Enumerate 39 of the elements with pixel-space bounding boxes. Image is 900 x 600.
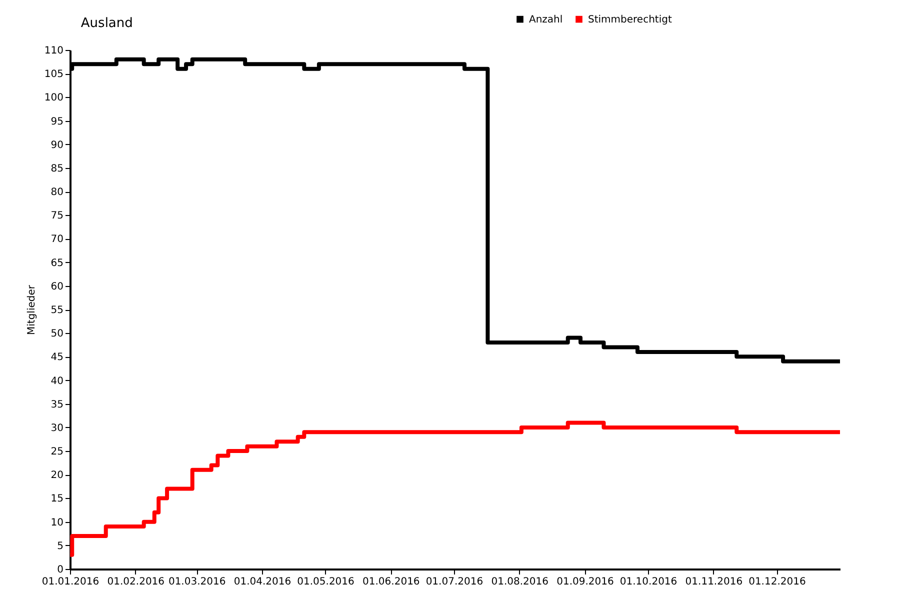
y-tick-label: 105 xyxy=(44,69,64,80)
y-tick-label: 10 xyxy=(50,517,64,528)
y-tick-label: 0 xyxy=(57,564,64,576)
y-tick-label: 20 xyxy=(50,470,64,482)
y-tick-label: 85 xyxy=(50,163,64,174)
y-tick-label: 60 xyxy=(50,281,64,292)
legend-label: Stimmberechtigt xyxy=(588,14,672,26)
x-tick-label: 01.09.2016 xyxy=(556,576,614,588)
x-tick-label: 01.12.2016 xyxy=(748,576,806,588)
legend-label: Anzahl xyxy=(529,14,563,26)
y-tick-label: 70 xyxy=(50,234,64,246)
chart-title: Ausland xyxy=(80,16,133,31)
y-tick-label: 110 xyxy=(44,46,64,56)
y-tick-label: 100 xyxy=(44,92,64,104)
y-tick-label: 65 xyxy=(50,258,64,269)
y-tick-label: 30 xyxy=(50,422,64,434)
x-tick-label: 01.03.2016 xyxy=(168,576,226,588)
y-tick-label: 45 xyxy=(50,352,64,364)
y-tick-label: 25 xyxy=(50,446,64,458)
y-tick-label: 80 xyxy=(50,187,64,198)
y-tick-label: 90 xyxy=(50,140,64,151)
x-tick-label: 01.11.2016 xyxy=(685,576,743,588)
y-tick-label: 95 xyxy=(50,116,64,128)
y-tick-label: 40 xyxy=(50,376,64,387)
y-tick-label: 50 xyxy=(50,328,64,340)
x-tick-label: 01.05.2016 xyxy=(297,576,354,588)
y-tick-label: 75 xyxy=(50,210,64,222)
x-tick-label: 01.07.2016 xyxy=(426,576,484,588)
y-tick-label: 15 xyxy=(50,494,64,505)
x-tick-label: 01.02.2016 xyxy=(107,576,165,588)
x-tick-label: 01.01.2016 xyxy=(42,576,100,588)
y-tick-label: 35 xyxy=(50,399,64,410)
y-tick-label: 5 xyxy=(57,540,64,552)
x-tick-label: 01.04.2016 xyxy=(234,576,292,588)
y-tick-label: 55 xyxy=(50,305,64,316)
x-tick-label: 01.08.2016 xyxy=(491,576,548,588)
x-tick-label: 01.06.2016 xyxy=(362,576,420,588)
x-tick-label: 01.10.2016 xyxy=(620,576,678,588)
y-axis-title: Mitglieder xyxy=(26,284,38,335)
